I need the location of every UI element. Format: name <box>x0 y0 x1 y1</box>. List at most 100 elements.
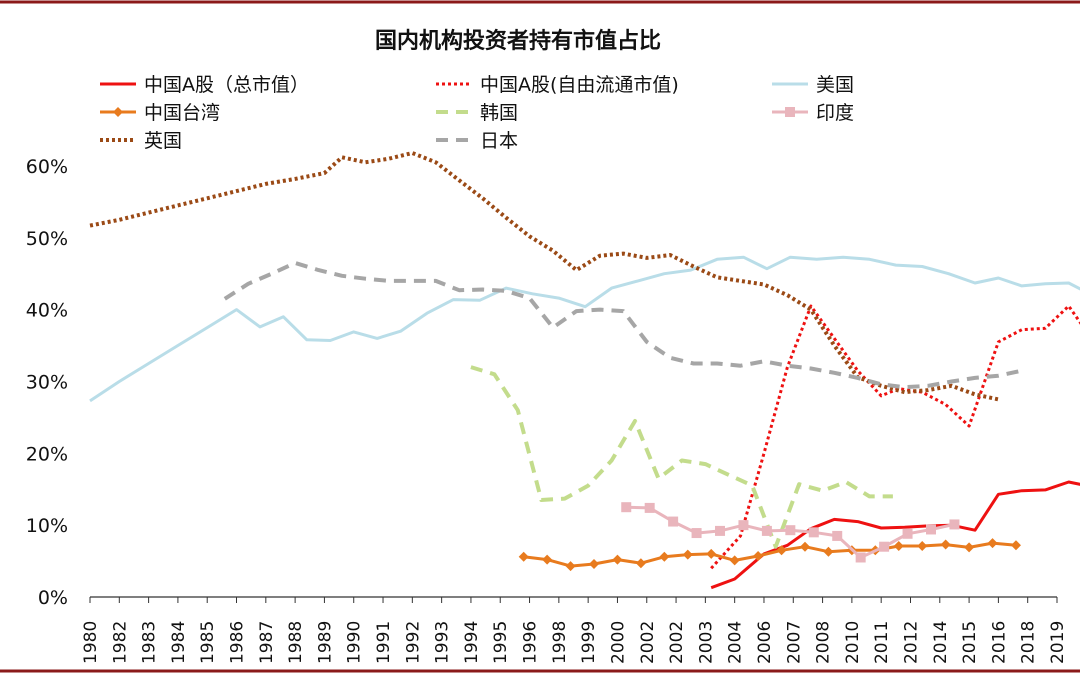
data-point <box>644 502 655 513</box>
x-tick-label: 2007 <box>784 621 804 664</box>
x-tick-label: 1982 <box>110 621 130 664</box>
data-point <box>753 551 764 562</box>
x-tick-label: 2004 <box>726 621 746 664</box>
data-point <box>542 554 553 565</box>
data-point <box>668 516 679 527</box>
x-tick-label: 1985 <box>198 621 218 664</box>
data-point <box>729 555 740 566</box>
data-point <box>823 546 834 557</box>
x-tick-label: 2018 <box>1019 621 1039 664</box>
x-tick-label: 2000 <box>608 621 628 664</box>
data-point <box>691 528 702 539</box>
x-tick-label: 1989 <box>315 621 335 664</box>
series-line <box>89 255 1080 403</box>
series-7 <box>223 260 1023 390</box>
legend-item: 印度 <box>772 102 854 124</box>
x-tick-label: 2014 <box>931 621 951 664</box>
series-line <box>470 365 893 549</box>
legend-label: 英国 <box>144 130 182 152</box>
y-tick-label: 50% <box>26 228 68 250</box>
x-tick-label: 1990 <box>345 621 365 664</box>
data-point <box>518 551 529 562</box>
x-tick-label: 2002 <box>667 621 687 664</box>
data-point <box>565 561 576 572</box>
legend-label: 中国A股（总市值） <box>144 74 309 96</box>
x-tick-label: 2008 <box>814 621 834 664</box>
x-tick-label: 1983 <box>140 621 160 664</box>
x-tick-label: 1995 <box>491 621 511 664</box>
x-tick-label: 1992 <box>403 621 423 664</box>
legend-label: 中国A股(自由流通市值) <box>480 74 679 96</box>
data-point <box>925 524 936 535</box>
data-point <box>785 525 796 536</box>
data-point <box>635 558 646 569</box>
data-point <box>964 542 975 553</box>
data-point <box>917 540 928 551</box>
legend-item: 中国台湾 <box>100 102 220 124</box>
data-point <box>715 525 726 536</box>
x-tick-label: 1987 <box>257 621 277 664</box>
data-point <box>761 525 772 536</box>
legend-label: 韩国 <box>480 102 518 124</box>
y-tick-label: 10% <box>26 515 68 537</box>
data-point <box>621 502 632 513</box>
x-tick-label: 1993 <box>433 621 453 664</box>
legend-marker <box>113 107 123 117</box>
x-tick-label: 2006 <box>755 621 775 664</box>
legend-label: 印度 <box>816 102 854 124</box>
y-tick-label: 30% <box>26 371 68 393</box>
data-point <box>893 540 904 551</box>
series-6 <box>89 151 999 402</box>
data-point <box>808 527 819 538</box>
x-tick-label: 2002 <box>638 621 658 664</box>
plot-area <box>89 151 1080 590</box>
data-point <box>902 528 913 539</box>
legend-item: 美国 <box>772 74 854 96</box>
data-point <box>799 541 810 552</box>
legend-item: 英国 <box>100 130 182 152</box>
data-point <box>949 519 960 530</box>
legend-label: 中国台湾 <box>144 102 220 124</box>
x-tick-label: 1991 <box>374 621 394 664</box>
data-point <box>987 538 998 549</box>
x-tick-label: 1984 <box>169 621 189 664</box>
data-point <box>738 520 749 531</box>
legend-label: 日本 <box>480 130 518 152</box>
series-line <box>523 541 1017 568</box>
data-point <box>706 548 717 559</box>
data-point <box>776 545 787 556</box>
legend-item: 中国A股(自由流通市值) <box>436 74 679 96</box>
data-point <box>589 558 600 569</box>
series-line <box>89 151 999 402</box>
x-tick-label: 1999 <box>579 621 599 664</box>
x-tick-label: 2011 <box>872 621 892 664</box>
legend-label: 美国 <box>816 74 854 96</box>
data-point <box>855 552 866 563</box>
legend-item: 日本 <box>436 130 518 152</box>
legend-item: 中国A股（总市值） <box>100 74 309 96</box>
series-2 <box>89 255 1080 403</box>
y-tick-label: 20% <box>26 443 68 465</box>
y-tick-label: 0% <box>38 587 68 609</box>
chart-title: 国内机构投资者持有市值占比 <box>375 28 661 54</box>
y-tick-label: 40% <box>26 300 68 322</box>
series-5 <box>621 502 960 563</box>
legend-marker <box>785 107 795 117</box>
series-4 <box>470 365 893 549</box>
x-tick-label: 2012 <box>901 621 921 664</box>
data-point <box>832 530 843 541</box>
data-point <box>682 549 693 560</box>
x-tick-label: 1998 <box>550 621 570 664</box>
axes: 0% 10% 20% 30% 40% 50% 60% 1980 1982 1983 1984 1985… <box>26 156 1068 664</box>
x-tick-label: 1996 <box>521 621 541 664</box>
data-point <box>1010 540 1021 551</box>
data-point <box>612 554 623 565</box>
series-line <box>223 260 1023 390</box>
x-tick-label: 2003 <box>696 621 716 664</box>
data-point <box>659 551 670 562</box>
x-tick-label: 1980 <box>81 621 101 664</box>
data-point <box>879 541 890 552</box>
